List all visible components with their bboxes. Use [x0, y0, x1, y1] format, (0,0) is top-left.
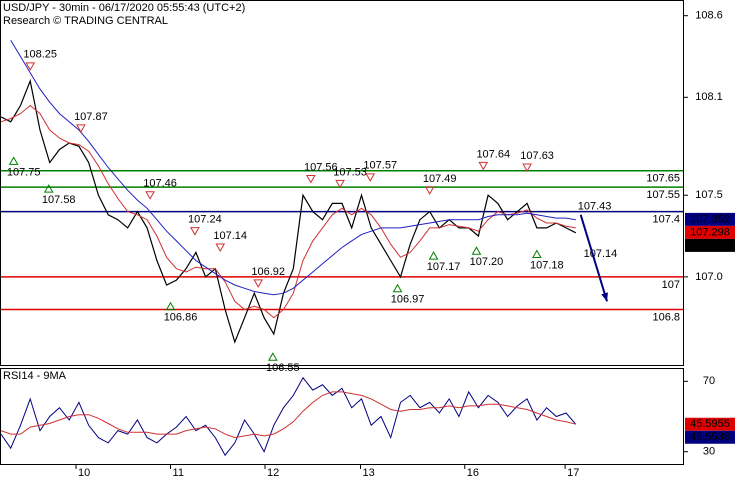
pivot-label: 107.64	[476, 148, 510, 160]
y-tick-label: 107.0	[695, 271, 723, 283]
pivot-marker	[215, 243, 226, 253]
pivot-marker	[25, 62, 36, 71]
level-label: 107	[662, 279, 680, 291]
y-tick-label: 108.6	[695, 10, 723, 22]
pivot-marker	[253, 279, 264, 288]
price-box-label: 45.5536	[690, 431, 730, 443]
rsi-title: RSI14 - 9MA	[3, 370, 67, 382]
pivot-label: 107.17	[427, 261, 461, 273]
pivot-marker	[365, 173, 376, 182]
price-box-label: 45.5955	[690, 418, 730, 430]
price-box	[685, 417, 735, 431]
pivot-label: 107.75	[7, 166, 41, 178]
y-tick-label: 70	[703, 375, 715, 387]
price-box	[685, 238, 735, 252]
pivot-label: 107.53	[333, 166, 367, 178]
price-box	[685, 212, 735, 226]
pivot-marker	[43, 184, 54, 193]
pivot-label: 107.46	[143, 178, 177, 190]
x-tick-label: 16	[467, 467, 479, 479]
pivot-label: 107.20	[470, 256, 504, 268]
x-tick-label: 10	[78, 467, 90, 479]
price-box	[685, 225, 735, 239]
pivot-marker	[392, 283, 403, 293]
pivot-marker	[531, 249, 542, 258]
series-line	[10, 39, 576, 296]
pivot-label: 107.87	[74, 111, 108, 123]
pivot-label: 107.58	[42, 194, 76, 206]
price-box-label: 107.253	[690, 239, 730, 251]
pivot-label: 108.25	[23, 49, 57, 61]
pivot-label: 106.92	[251, 266, 285, 278]
y-tick-label: 108.1	[695, 91, 723, 103]
level-label: 107.65	[646, 173, 680, 185]
pivot-marker	[522, 163, 532, 173]
target-label: 107.14	[584, 248, 618, 260]
pivot-label: 107.56	[304, 161, 338, 173]
pivot-label: 107.49	[423, 173, 457, 185]
x-tick-label: 17	[567, 467, 579, 479]
series-line	[0, 104, 576, 319]
pivot-label: 107.63	[520, 150, 554, 162]
arrow-head	[601, 292, 608, 302]
pivot-label: 106.86	[164, 312, 198, 324]
pivot-marker	[267, 352, 278, 361]
chart-title: USD/JPY - 30min - 06/17/2020 05:55:43 (U…	[3, 2, 245, 14]
level-label: 106.8	[652, 311, 680, 323]
pivot-marker	[165, 301, 176, 311]
price-box-label: 107.298	[690, 226, 730, 238]
price-box	[685, 430, 735, 444]
series-line	[0, 391, 576, 439]
level-label: 107.55	[646, 189, 680, 201]
pivot-label: 107.57	[363, 160, 397, 172]
pivot-marker	[428, 251, 439, 260]
y-tick-label: 30	[703, 446, 715, 458]
pivot-marker	[145, 191, 155, 200]
pivot-marker	[76, 124, 86, 133]
x-tick-label: 11	[173, 467, 184, 479]
level-label: 107.4	[652, 213, 680, 225]
pivot-label: 106.97	[391, 294, 425, 306]
pivot-label: 107.18	[530, 259, 564, 271]
chart-subtitle: Research © TRADING CENTRAL	[3, 15, 168, 27]
pivot-marker	[478, 161, 489, 171]
forecast-arrow	[579, 214, 608, 302]
pivot-marker	[190, 227, 200, 236]
target-label: 107.43	[578, 201, 612, 213]
pivot-label: 107.24	[188, 214, 222, 226]
pivot-marker	[305, 174, 316, 184]
price-box-label: 107.352	[690, 213, 730, 225]
pivot-marker	[335, 179, 345, 189]
x-tick-label: 12	[267, 467, 279, 479]
pivot-marker	[8, 156, 19, 165]
pivot-label: 106.55	[266, 362, 300, 374]
y-tick-label: 107.5	[695, 189, 723, 201]
x-tick-label: 13	[363, 467, 375, 479]
pivot-marker	[424, 186, 435, 195]
rsi-panel	[0, 368, 684, 465]
pivot-marker	[471, 246, 482, 255]
pivot-label: 107.14	[213, 230, 247, 242]
